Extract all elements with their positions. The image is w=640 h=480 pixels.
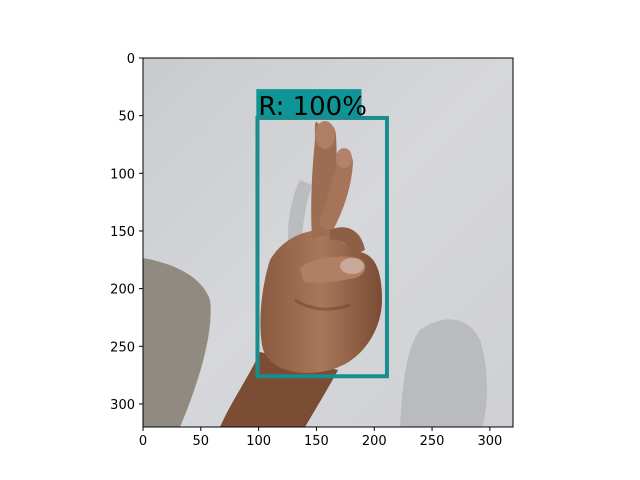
x-tick-label: 0 xyxy=(139,434,147,449)
y-tick-label: 150 xyxy=(110,225,135,240)
thumbnail xyxy=(340,258,364,274)
index-fingertip xyxy=(315,121,335,149)
y-tick-label: 200 xyxy=(110,283,135,298)
shadow-right xyxy=(400,319,487,427)
y-tick-label: 0 xyxy=(127,52,135,67)
knuckle-shadow xyxy=(294,298,351,311)
y-tick-label: 50 xyxy=(118,110,135,125)
folded-fingers xyxy=(330,227,365,256)
detection-overlay: R: 100% xyxy=(255,89,389,379)
y-tick-label: 300 xyxy=(110,398,135,413)
x-tick-label: 300 xyxy=(477,434,502,449)
shadow-left xyxy=(143,258,211,427)
middle-fingertip xyxy=(336,148,352,168)
detection-label-background xyxy=(256,89,362,118)
x-tick-label: 50 xyxy=(193,434,210,449)
middle-finger xyxy=(318,152,353,232)
y-tick-label: 250 xyxy=(110,340,135,355)
y-tick-label: 100 xyxy=(110,167,135,182)
x-tick-label: 200 xyxy=(362,434,387,449)
x-tick-label: 250 xyxy=(420,434,445,449)
y-axis: 0 50 100 150 200 250 300 xyxy=(110,52,143,413)
x-tick-label: 100 xyxy=(246,434,271,449)
axes-frame xyxy=(142,57,514,428)
detection-box xyxy=(255,115,389,379)
x-tick-label: 150 xyxy=(304,434,329,449)
x-axis: 0 50 100 150 200 250 300 xyxy=(139,427,502,449)
